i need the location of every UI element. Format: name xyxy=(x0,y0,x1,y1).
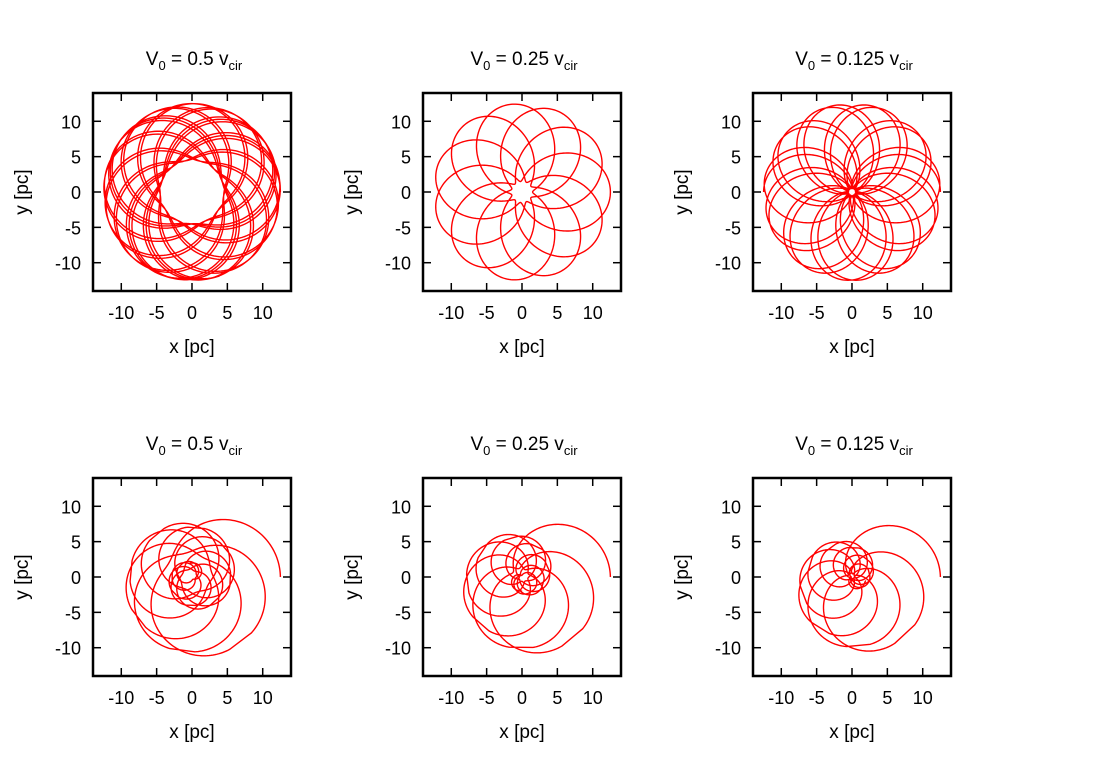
panel-title: V0 = 0.5 vcir xyxy=(146,49,243,73)
y-tick-label: -5 xyxy=(395,218,411,238)
x-axis-label: x [pc] xyxy=(499,722,544,743)
x-tick-label: -5 xyxy=(149,688,165,708)
y-tick-label: 0 xyxy=(401,183,411,203)
panel-top-left: -10 -5 0 5 10 -10 -5 0 5 10 x [pc] y [pc] V0 = 0.5 v… xyxy=(12,49,293,358)
y-tick-label: 5 xyxy=(731,533,741,553)
y-tick-label: 5 xyxy=(71,533,81,553)
y-axis-label: y [pc] xyxy=(12,554,33,599)
orbit-line-top-middle xyxy=(435,103,612,281)
y-tick-label: 0 xyxy=(71,183,81,203)
panel-title: V0 = 0.25 vcir xyxy=(470,434,578,458)
panel-top-right: -10 -5 0 5 10 -10 -5 0 5 10 x [pc] y [pc] V0 = 0.125… xyxy=(672,49,953,358)
panel-bottom-left: -10 -5 0 5 10 -10 -5 0 5 10 x [pc] y [pc] V0 = 0.5 v… xyxy=(12,434,293,743)
y-tick-label: -10 xyxy=(385,254,411,274)
y-tick-label: 5 xyxy=(71,148,81,168)
y-tick-label: -10 xyxy=(385,639,411,659)
x-tick-label: -5 xyxy=(479,303,495,323)
y-tick-label: -10 xyxy=(715,254,741,274)
y-tick-label: -5 xyxy=(725,218,741,238)
y-axis-label: y [pc] xyxy=(342,169,363,214)
x-tick-label: 0 xyxy=(187,303,197,323)
y-tick-label: -10 xyxy=(715,639,741,659)
y-tick-label: 5 xyxy=(401,148,411,168)
y-tick-label: 10 xyxy=(61,112,81,132)
orbit-line-bottom-left xyxy=(125,518,282,657)
y-tick-label: 0 xyxy=(731,568,741,588)
x-tick-label: 5 xyxy=(222,303,232,323)
y-tick-label: -10 xyxy=(55,254,81,274)
panel-title: V0 = 0.5 vcir xyxy=(146,434,243,458)
x-tick-label: 5 xyxy=(222,688,232,708)
y-tick-label: 0 xyxy=(731,183,741,203)
x-tick-label: -10 xyxy=(768,303,794,323)
x-tick-label: -5 xyxy=(149,303,165,323)
x-tick-label: 0 xyxy=(517,303,527,323)
panel-title: V0 = 0.25 vcir xyxy=(470,49,578,73)
x-axis-label: x [pc] xyxy=(169,722,214,743)
x-tick-label: -5 xyxy=(809,688,825,708)
plot-frame xyxy=(421,476,623,678)
orbit-line-top-left xyxy=(103,102,282,281)
x-tick-label: 5 xyxy=(552,303,562,323)
y-tick-label: 0 xyxy=(71,568,81,588)
x-tick-label: -5 xyxy=(809,303,825,323)
orbit-line-bottom-right xyxy=(798,524,942,652)
panel-title: V0 = 0.125 vcir xyxy=(795,49,913,73)
x-tick-label: -10 xyxy=(768,688,794,708)
x-tick-label: -5 xyxy=(479,688,495,708)
y-axis-label: y [pc] xyxy=(12,169,33,214)
y-tick-label: 10 xyxy=(721,497,741,517)
y-tick-label: -5 xyxy=(395,603,411,623)
y-axis-label: y [pc] xyxy=(672,169,693,214)
plot-frame xyxy=(751,91,953,293)
x-tick-label: 10 xyxy=(913,688,933,708)
panel-title: V0 = 0.125 vcir xyxy=(795,434,913,458)
x-tick-label: 5 xyxy=(882,303,892,323)
x-tick-label: 10 xyxy=(253,303,273,323)
y-tick-label: -5 xyxy=(725,603,741,623)
x-axis-label: x [pc] xyxy=(169,337,214,358)
orbit-line-top-right xyxy=(762,104,942,281)
y-axis-label: y [pc] xyxy=(342,554,363,599)
y-tick-label: 0 xyxy=(401,568,411,588)
panel-bottom-right: -10 -5 0 5 10 -10 -5 0 5 10 x [pc] y [pc] V0 = 0.125… xyxy=(672,434,953,743)
x-tick-label: 5 xyxy=(552,688,562,708)
x-tick-label: 0 xyxy=(847,688,857,708)
y-tick-label: -5 xyxy=(65,603,81,623)
x-tick-label: 0 xyxy=(517,688,527,708)
y-tick-label: 10 xyxy=(61,497,81,517)
y-axis-label: y [pc] xyxy=(672,554,693,599)
panel-top-middle: -10 -5 0 5 10 -10 -5 0 5 10 x [pc] y [pc] V0 = 0.25 … xyxy=(342,49,623,358)
x-tick-label: 10 xyxy=(583,303,603,323)
y-tick-label: 10 xyxy=(391,112,411,132)
y-tick-label: 10 xyxy=(391,497,411,517)
x-tick-label: 10 xyxy=(253,688,273,708)
x-tick-label: 5 xyxy=(882,688,892,708)
x-tick-label: 0 xyxy=(847,303,857,323)
x-tick-label: 10 xyxy=(913,303,933,323)
x-tick-label: 0 xyxy=(187,688,197,708)
x-axis-label: x [pc] xyxy=(829,337,874,358)
x-tick-label: -10 xyxy=(108,303,134,323)
y-tick-label: -10 xyxy=(55,639,81,659)
panel-bottom-middle: -10 -5 0 5 10 -10 -5 0 5 10 x [pc] y [pc] V0 = 0.25 … xyxy=(342,434,623,743)
x-tick-label: -10 xyxy=(108,688,134,708)
y-tick-label: -5 xyxy=(65,218,81,238)
y-tick-label: 10 xyxy=(721,112,741,132)
x-tick-label: -10 xyxy=(438,688,464,708)
orbit-line-bottom-middle xyxy=(463,523,612,654)
y-tick-label: 5 xyxy=(731,148,741,168)
y-tick-label: 5 xyxy=(401,533,411,553)
x-tick-label: -10 xyxy=(438,303,464,323)
x-axis-label: x [pc] xyxy=(829,722,874,743)
x-tick-label: 10 xyxy=(583,688,603,708)
x-axis-label: x [pc] xyxy=(499,337,544,358)
